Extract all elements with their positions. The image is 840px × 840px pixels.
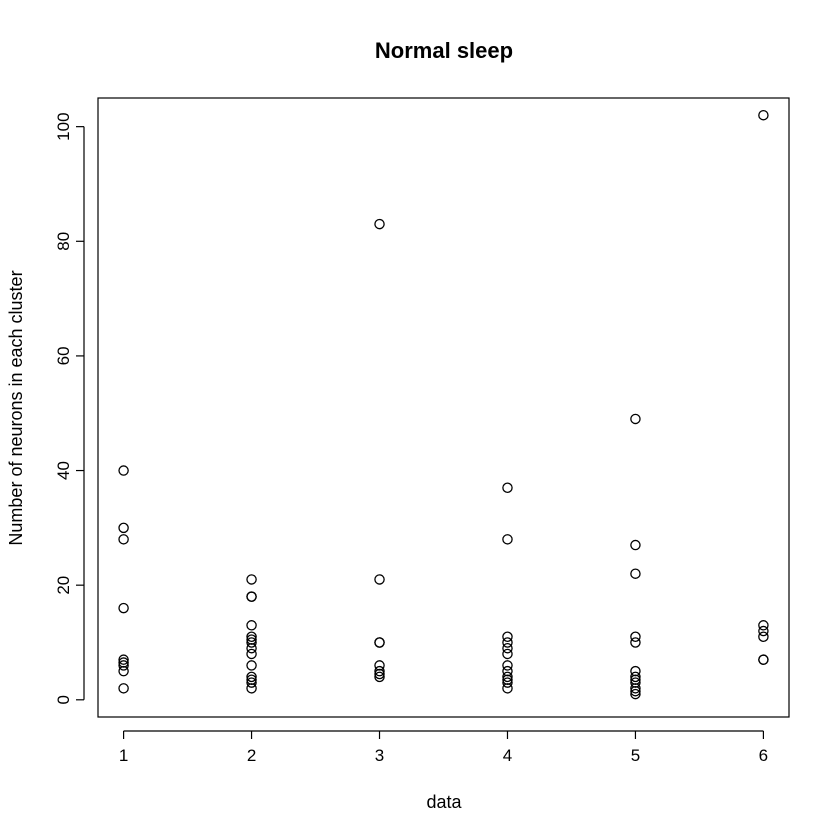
data-point	[758, 631, 769, 643]
data-point	[374, 665, 385, 677]
x-axis: 1 2 3 4 5 6	[119, 730, 768, 765]
data-point	[758, 654, 769, 665]
data-point	[630, 539, 641, 551]
data-point	[630, 671, 641, 683]
data-point	[374, 574, 385, 585]
y-tick-label: 80	[54, 232, 73, 251]
data-point	[246, 671, 257, 683]
data-point	[246, 620, 257, 631]
data-point	[246, 648, 257, 660]
data-point	[502, 683, 513, 694]
data-point	[246, 637, 257, 648]
data-point	[374, 637, 385, 648]
data-point	[758, 625, 769, 637]
plot-frame	[97, 97, 790, 718]
data-point	[118, 522, 129, 534]
data-point	[758, 620, 769, 631]
data-point	[246, 683, 257, 694]
x-axis-label: data	[426, 792, 462, 812]
x-tick-label: 1	[119, 746, 128, 765]
x-tick-label: 2	[247, 746, 256, 765]
data-point	[630, 637, 641, 648]
x-tick-label: 6	[759, 746, 768, 765]
data-point	[502, 642, 513, 654]
data-point	[374, 218, 385, 230]
data-point	[118, 654, 129, 665]
y-axis-label: Number of neurons in each cluster	[6, 270, 26, 545]
data-point	[630, 685, 641, 697]
data-point	[374, 671, 385, 683]
data-point	[630, 631, 641, 643]
data-point	[502, 677, 513, 688]
data-points	[118, 109, 769, 700]
data-point	[502, 534, 513, 545]
data-point	[502, 482, 513, 493]
y-tick-label: 60	[54, 346, 73, 365]
x-tick-label: 4	[503, 746, 512, 765]
data-point	[246, 574, 257, 585]
data-point	[502, 660, 513, 671]
data-point	[246, 631, 257, 643]
data-point	[630, 413, 641, 425]
data-point	[118, 660, 129, 671]
data-point	[246, 591, 257, 602]
data-point	[502, 637, 513, 648]
data-point	[374, 668, 385, 680]
data-point	[118, 665, 129, 677]
y-tick-label: 40	[54, 461, 73, 480]
y-tick-label: 0	[54, 695, 73, 704]
x-tick-label: 5	[631, 746, 640, 765]
x-tick-label: 3	[375, 746, 384, 765]
data-point	[630, 568, 641, 579]
y-tick-label: 100	[54, 112, 73, 140]
y-axis: 0 20 40 60 80 100	[54, 112, 85, 705]
data-point	[246, 642, 257, 654]
data-point	[118, 683, 129, 694]
data-point	[502, 671, 513, 683]
data-point	[758, 109, 769, 121]
data-point	[502, 648, 513, 660]
data-point	[502, 631, 513, 643]
data-point	[118, 534, 129, 545]
y-tick-label: 20	[54, 576, 73, 595]
data-point	[246, 677, 257, 688]
chart-title: Normal sleep	[375, 38, 513, 63]
data-point	[118, 602, 129, 614]
data-point	[630, 683, 641, 694]
data-point	[118, 465, 129, 476]
data-point	[246, 660, 257, 671]
data-point	[630, 688, 641, 700]
